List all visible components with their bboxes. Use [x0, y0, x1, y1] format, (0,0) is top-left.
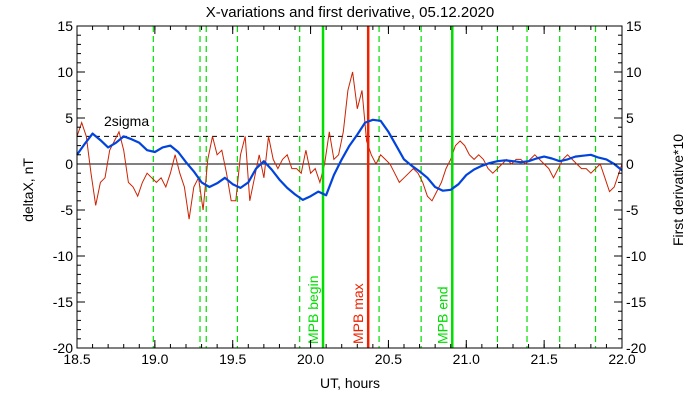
- y-tick-label-left-7: -20: [53, 340, 73, 356]
- y-tick-label-left-4: -5: [61, 202, 74, 218]
- y-tick-label-right-3: 0: [626, 156, 634, 172]
- y-tick-label-left-0: 15: [57, 18, 73, 34]
- y-tick-label-right-4: -5: [626, 202, 639, 218]
- plot-frame: [76, 25, 623, 349]
- marker-label-mpb-begin: MPB begin: [305, 276, 321, 344]
- x-tick-label-5: 21.0: [453, 351, 480, 367]
- y-tick-label-right-6: -15: [626, 294, 646, 310]
- x-tick-label-6: 21.5: [531, 351, 558, 367]
- x-axis-label: UT, hours: [320, 375, 380, 391]
- markers-layer: MPB begin MPB max MPB end: [305, 26, 454, 348]
- chart-title: X-variations and first derivative, 05.12…: [206, 4, 495, 21]
- x-tick-label-3: 20.0: [297, 351, 324, 367]
- threshold-label: 2sigma: [104, 113, 149, 129]
- y-axis-right-label: First derivative*10: [670, 134, 686, 246]
- ticks-layer: 18.5 19.0 19.5 20.0 20.5 21.0 21.5 22.0 15 15 10 10…: [53, 18, 647, 367]
- y-axis-left-label: deltaX, nT: [20, 158, 36, 222]
- frame-layer: [76, 25, 623, 349]
- deltax-layer: [76, 118, 623, 201]
- y-tick-label-left-2: 5: [65, 110, 73, 126]
- y-tick-label-left-6: -15: [53, 294, 73, 310]
- series-deltax-line: [76, 118, 623, 201]
- x-tick-label-1: 19.0: [141, 351, 168, 367]
- y-tick-label-right-0: 15: [626, 18, 642, 34]
- y-tick-label-left-3: 0: [65, 156, 73, 172]
- marker-label-mpb-end: MPB end: [434, 286, 450, 344]
- x-tick-label-0: 18.5: [63, 351, 90, 367]
- y-tick-label-left-5: -10: [53, 248, 73, 264]
- derivative-layer: [76, 71, 623, 220]
- y-tick-label-left-1: 10: [57, 64, 73, 80]
- y-tick-label-right-5: -10: [626, 248, 646, 264]
- y-tick-label-right-2: 5: [626, 110, 634, 126]
- marker-label-mpb-max: MPB max: [350, 283, 366, 344]
- y-tick-label-right-7: -20: [626, 340, 646, 356]
- x-tick-label-7: 22.0: [608, 351, 635, 367]
- y-tick-label-right-1: 10: [626, 64, 642, 80]
- series-derivative-line: [76, 71, 623, 220]
- x-tick-label-2: 19.5: [219, 351, 246, 367]
- x-tick-label-4: 20.5: [375, 351, 402, 367]
